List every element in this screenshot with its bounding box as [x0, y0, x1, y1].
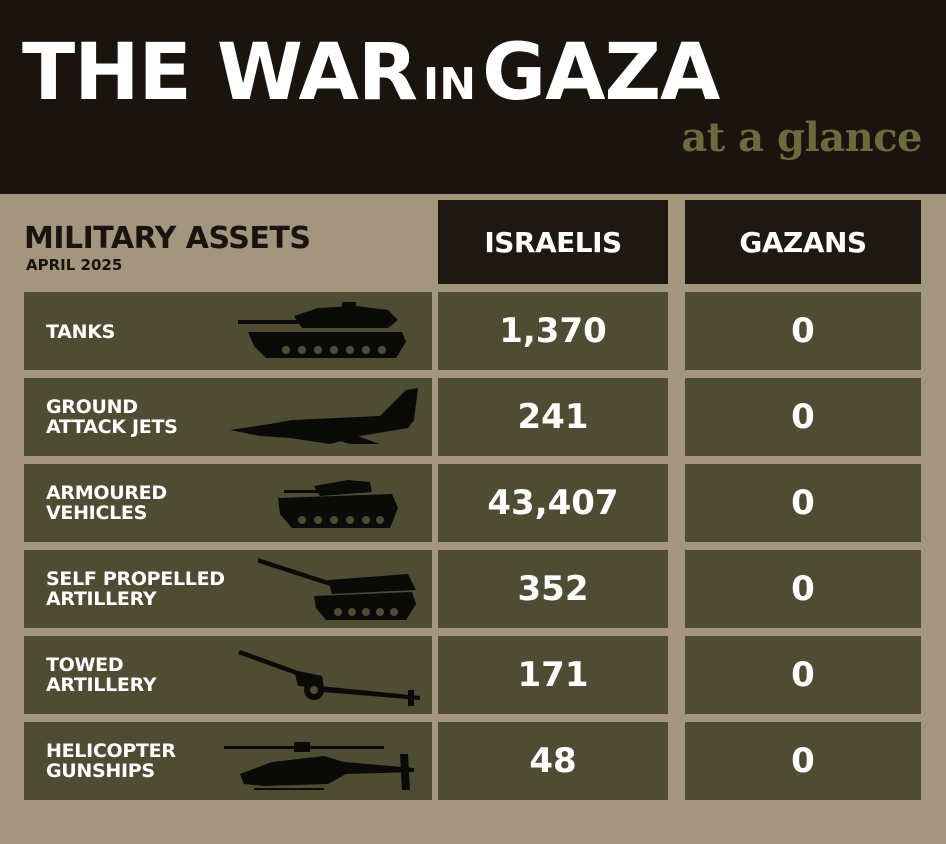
armoured-vehicle-icon	[278, 480, 398, 528]
israelis-cell: 48	[438, 722, 668, 800]
row-label-cell: TANKS	[24, 292, 432, 370]
column-header-israelis: ISRAELIS	[438, 200, 668, 284]
gazans-value: 0	[791, 569, 815, 609]
israelis-value: 171	[517, 655, 589, 695]
towed-artillery-icon	[238, 650, 420, 706]
subtitle: at a glance	[681, 114, 922, 161]
israelis-cell: 171	[438, 636, 668, 714]
gazans-value: 0	[791, 741, 815, 781]
title-in: IN	[422, 59, 477, 110]
gazans-value: 0	[791, 655, 815, 695]
row-label: HELICOPTER GUNSHIPS	[46, 740, 176, 782]
gazans-value: 0	[791, 397, 815, 437]
gazans-cell: 0	[685, 378, 921, 456]
gazans-value: 0	[791, 483, 815, 523]
row-label: TOWED ARTILLERY	[46, 654, 157, 696]
tank-icon	[238, 302, 406, 358]
fighter-jet-icon	[230, 388, 418, 444]
israelis-cell: 241	[438, 378, 668, 456]
gazans-cell: 0	[685, 550, 921, 628]
helicopter-icon	[224, 742, 414, 790]
gazans-cell: 0	[685, 636, 921, 714]
israelis-value: 352	[517, 569, 589, 609]
self-propelled-artillery-icon	[258, 558, 416, 620]
row-label: SELF PROPELLED ARTILLERY	[46, 568, 225, 610]
row-label-cell: SELF PROPELLED ARTILLERY	[24, 550, 432, 628]
gazans-cell: 0	[685, 292, 921, 370]
gazans-value: 0	[791, 311, 815, 351]
row-label-cell: TOWED ARTILLERY	[24, 636, 432, 714]
gazans-cell: 0	[685, 722, 921, 800]
title-the-war: THE WAR	[22, 28, 418, 118]
israelis-value: 48	[529, 741, 577, 781]
israelis-value: 241	[517, 397, 589, 437]
page-title: THE WAR INGAZA	[22, 34, 720, 112]
row-label-cell: GROUND ATTACK JETS	[24, 378, 432, 456]
title-gaza: GAZA	[482, 28, 720, 118]
israelis-cell: 352	[438, 550, 668, 628]
section-title: MILITARY ASSETS	[24, 221, 311, 256]
row-label-cell: ARMOURED VEHICLES	[24, 464, 432, 542]
section-date: APRIL 2025	[26, 256, 123, 274]
israelis-value: 1,370	[499, 311, 607, 351]
gazans-cell: 0	[685, 464, 921, 542]
row-label-cell: HELICOPTER GUNSHIPS	[24, 722, 432, 800]
header-banner: THE WAR INGAZA at a glance	[0, 0, 946, 194]
row-label: TANKS	[46, 321, 115, 343]
row-label: GROUND ATTACK JETS	[46, 396, 178, 438]
row-label: ARMOURED VEHICLES	[46, 482, 167, 524]
israelis-cell: 43,407	[438, 464, 668, 542]
israelis-cell: 1,370	[438, 292, 668, 370]
column-header-gazans: GAZANS	[685, 200, 921, 284]
israelis-value: 43,407	[487, 483, 619, 523]
